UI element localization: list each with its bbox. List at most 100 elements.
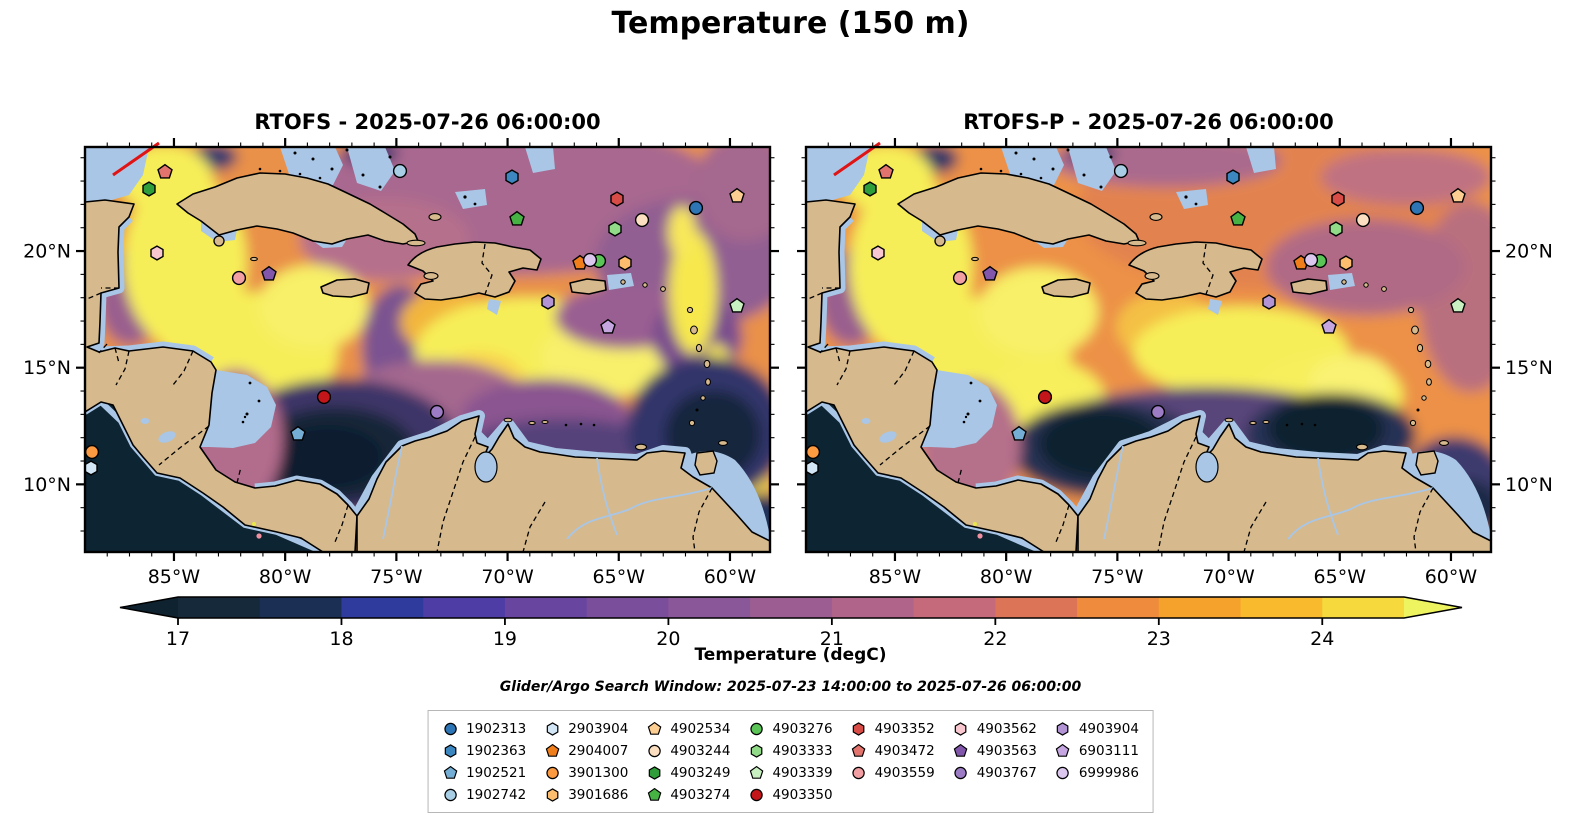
float-marker-4903350 xyxy=(316,389,332,405)
colorbar-tick-label: 21 xyxy=(820,628,844,650)
float-marker-2903904 xyxy=(806,460,819,476)
map-axes: 85°W 80°W 75°W 70°W 65°W 60°W 20°N 15°N 10°N xyxy=(797,138,1553,588)
lon-tick-label: 80°W xyxy=(980,566,1033,588)
glider-track-line xyxy=(833,141,881,177)
legend-item-4903339: 4903339 xyxy=(748,762,833,783)
circle-marker-icon xyxy=(545,766,559,779)
glider-track-line xyxy=(112,141,160,177)
legend-item-label: 2903904 xyxy=(568,720,629,737)
lat-tick-label: 15°N xyxy=(23,357,71,379)
legend-item-label: 4903767 xyxy=(976,764,1037,781)
float-marker-4903904 xyxy=(1262,294,1276,310)
legend-item-4903563: 4903563 xyxy=(953,740,1037,761)
lat-tick-label: 20°N xyxy=(23,241,71,263)
float-marker-4903352 xyxy=(1331,191,1345,207)
colorbar-tick-label: 18 xyxy=(329,628,353,650)
lon-tick-label: 60°W xyxy=(1425,566,1478,588)
legend-item-label: 4902534 xyxy=(670,720,731,737)
float-marker-4903274 xyxy=(509,210,525,226)
rtofs-map: 85°W 80°W 75°W 70°W 65°W 60°W 20°N 15°N 10°N xyxy=(23,138,779,588)
legend-item-label: 6903111 xyxy=(1078,742,1139,759)
legend-column: 4903904 6903111 6999986 xyxy=(1055,718,1139,805)
float-marker-6903111 xyxy=(600,318,616,334)
colorbar-tick-label: 20 xyxy=(656,628,680,650)
float-marker-4903562 xyxy=(871,245,885,261)
hexagon-marker-icon xyxy=(1056,721,1069,736)
lon-tick-label: 80°W xyxy=(259,566,312,588)
colorbar-tick-label: 23 xyxy=(1147,628,1171,650)
hexagon-marker-icon xyxy=(648,765,661,780)
legend-item-3901300: 3901300 xyxy=(544,762,628,783)
float-marker-4903563 xyxy=(261,265,277,281)
float-marker-4903767 xyxy=(429,404,445,420)
legend-item-4903249: 4903249 xyxy=(646,762,730,783)
float-marker-3901300 xyxy=(806,444,821,460)
float-marker-4903274 xyxy=(1230,210,1246,226)
hexagon-marker-icon xyxy=(546,721,559,736)
lon-tick-label: 75°W xyxy=(370,566,423,588)
float-marker-4903472 xyxy=(157,163,173,179)
circle-marker-icon xyxy=(954,766,967,779)
float-marker-4903339 xyxy=(1450,297,1466,313)
lon-tick-label: 85°W xyxy=(869,566,922,588)
float-marker-1902742 xyxy=(1113,163,1129,179)
legend-item-label: 3901300 xyxy=(568,764,629,781)
colorbar-tick-label: 22 xyxy=(983,628,1007,650)
circle-marker-icon xyxy=(648,744,661,757)
legend-item-4903472: 4903472 xyxy=(851,740,935,761)
circle-marker-icon xyxy=(1056,766,1070,779)
lon-tick-label: 65°W xyxy=(593,566,646,588)
float-marker-1902742 xyxy=(392,163,408,179)
pentagon-marker-icon xyxy=(647,721,662,735)
pentagon-marker-icon xyxy=(647,787,662,801)
legend-item-label: 1902742 xyxy=(466,786,527,803)
legend-item-label: 4903333 xyxy=(772,742,833,759)
pentagon-marker-icon xyxy=(1055,743,1070,757)
pentagon-marker-icon xyxy=(749,765,764,779)
float-marker-4903339 xyxy=(729,297,745,313)
pentagon-marker-icon xyxy=(851,743,866,757)
legend-item-3901686: 3901686 xyxy=(544,784,628,805)
hexagon-marker-icon xyxy=(444,743,456,758)
legend-item-label: 4903244 xyxy=(670,742,731,759)
float-marker-4903249 xyxy=(142,181,156,197)
legend-item-6999986: 6999986 xyxy=(1055,762,1139,783)
legend-item-1902313: 1902313 xyxy=(442,718,526,739)
lon-tick-label: 70°W xyxy=(481,566,534,588)
legend-item-2903904: 2903904 xyxy=(544,718,628,739)
lat-tick-label: 10°N xyxy=(23,474,71,496)
search-window-subtitle: Glider/Argo Search Window: 2025-07-23 14… xyxy=(499,679,1082,695)
float-legend: 1902313 1902363 1902521 1902742 2903904 29040… xyxy=(427,710,1154,813)
rtofs-p-map: 85°W 80°W 75°W 70°W 65°W 60°W 20°N 15°N 10°N xyxy=(797,138,1553,588)
float-marker-1902521 xyxy=(1011,425,1027,441)
float-marker-4903352 xyxy=(610,191,624,207)
float-marker-4903562 xyxy=(150,245,164,261)
float-marker-4902534 xyxy=(1450,187,1466,203)
lon-tick-label: 60°W xyxy=(704,566,757,588)
legend-column: 4903352 4903472 4903559 xyxy=(851,718,935,805)
lon-tick-label: 70°W xyxy=(1202,566,1255,588)
float-marker-6999986 xyxy=(1303,252,1319,268)
float-marker-1902363 xyxy=(505,169,519,185)
float-marker-4903472 xyxy=(878,163,894,179)
legend-item-label: 4903249 xyxy=(670,764,731,781)
float-markers xyxy=(85,163,745,476)
legend-item-label: 4903274 xyxy=(670,786,731,803)
float-marker-2903904 xyxy=(85,460,98,476)
float-marker-4903350 xyxy=(1037,389,1053,405)
legend-item-4903350: 4903350 xyxy=(748,784,833,805)
legend-item-1902521: 1902521 xyxy=(442,762,526,783)
colorbar-tick-label: 17 xyxy=(166,628,190,650)
colorbar-label: Temperature (degC) xyxy=(694,645,887,665)
legend-item-4903559: 4903559 xyxy=(851,762,935,783)
pentagon-marker-icon xyxy=(953,743,968,757)
lon-tick-label: 65°W xyxy=(1314,566,1367,588)
lat-tick-label: 15°N xyxy=(1505,357,1553,379)
float-marker-4903244 xyxy=(1355,212,1371,228)
page-title: Temperature (150 m) xyxy=(611,6,970,41)
circle-marker-icon xyxy=(443,788,457,801)
float-marker-6999986 xyxy=(582,252,598,268)
legend-item-label: 3901686 xyxy=(568,786,629,803)
pentagon-marker-icon xyxy=(545,743,560,757)
legend-item-label: 1902521 xyxy=(466,764,527,781)
